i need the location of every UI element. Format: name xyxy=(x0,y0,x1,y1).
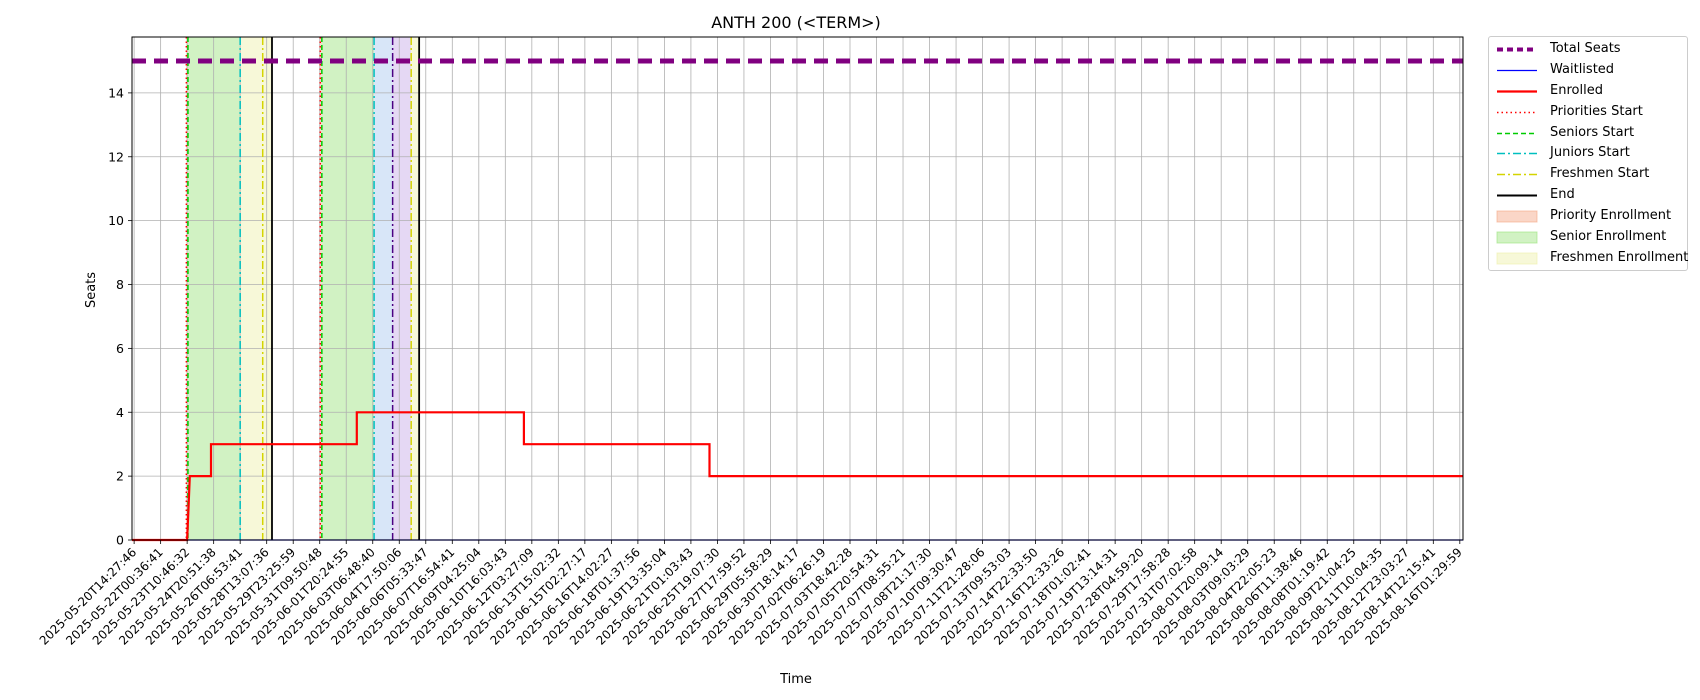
legend-item: Seniors Start xyxy=(1489,123,1687,144)
y-tick-label: 6 xyxy=(116,341,124,356)
x-axis-ticks: 2025-05-20T14:27:462025-05-22T00:36:4120… xyxy=(37,540,1465,648)
legend-item: Priority Enrollment xyxy=(1489,206,1687,227)
legend-patch xyxy=(1496,252,1538,265)
y-tick-label: 14 xyxy=(108,85,124,100)
legend-label: Seniors Start xyxy=(1550,124,1635,140)
span-junior-enrollment xyxy=(374,37,393,540)
legend-swatch xyxy=(1497,132,1537,134)
legend-label: Enrolled xyxy=(1550,82,1603,98)
legend-item: End xyxy=(1489,185,1687,206)
legend-swatch xyxy=(1497,69,1537,71)
legend: Total Seats Waitlisted Enrolled Priorities … xyxy=(1488,36,1688,271)
chart-title: ANTH 200 (<TERM>) xyxy=(711,13,881,32)
y-tick-label: 8 xyxy=(116,277,124,292)
legend-item: Enrolled xyxy=(1489,81,1687,102)
legend-swatch xyxy=(1497,90,1537,93)
y-tick-label: 12 xyxy=(108,149,124,164)
legend-item: Priorities Start xyxy=(1489,102,1687,123)
span-freshmen-enrollment xyxy=(240,37,272,540)
legend-item: Juniors Start xyxy=(1489,143,1687,164)
legend-patch xyxy=(1496,210,1538,223)
y-tick-label: 10 xyxy=(108,213,124,228)
legend-label: Priority Enrollment xyxy=(1550,208,1672,224)
legend-label: Freshmen Start xyxy=(1550,166,1650,182)
y-tick-label: 0 xyxy=(116,533,124,548)
plot-frame xyxy=(131,36,1464,541)
legend-swatch xyxy=(1497,174,1537,176)
y-axis-ticks: 0 2 4 6 8 10 12 14 xyxy=(108,85,132,548)
legend-item: Freshmen Enrollment xyxy=(1489,248,1689,269)
legend-item: Total Seats xyxy=(1489,39,1687,60)
legend-swatch xyxy=(1497,47,1537,52)
legend-label: Priorities Start xyxy=(1550,103,1643,119)
legend-swatch xyxy=(1496,231,1538,244)
legend-swatch xyxy=(1496,210,1538,223)
legend-item: Waitlisted xyxy=(1489,60,1687,81)
legend-item: Senior Enrollment xyxy=(1489,227,1687,248)
legend-patch xyxy=(1496,231,1538,244)
x-axis-label: Time xyxy=(779,672,812,687)
legend-label: Total Seats xyxy=(1550,41,1621,56)
y-axis-label: Seats xyxy=(84,272,99,308)
series-enrolled xyxy=(132,411,1463,542)
enrollment-spans xyxy=(186,37,420,540)
span-senior-enrollment xyxy=(321,37,375,540)
legend-label: Juniors Start xyxy=(1550,145,1630,161)
legend-label: Freshmen Enrollment xyxy=(1550,249,1689,265)
legend-swatch xyxy=(1497,194,1537,197)
y-tick-label: 2 xyxy=(116,469,124,484)
legend-label: End xyxy=(1550,187,1575,203)
span-sophomore-enrollment xyxy=(392,37,412,540)
legend-label: Waitlisted xyxy=(1550,61,1615,77)
legend-swatch xyxy=(1497,153,1537,155)
legend-swatch xyxy=(1496,252,1538,265)
span-priority-enrollment xyxy=(320,37,322,540)
legend-swatch xyxy=(1497,111,1537,113)
legend-label: Senior Enrollment xyxy=(1550,229,1667,245)
span-freshmen-enrollment xyxy=(411,37,420,540)
legend-item: Freshmen Start xyxy=(1489,164,1687,185)
phase-markers xyxy=(185,37,421,540)
grid xyxy=(132,37,1463,540)
y-tick-label: 4 xyxy=(116,405,124,420)
